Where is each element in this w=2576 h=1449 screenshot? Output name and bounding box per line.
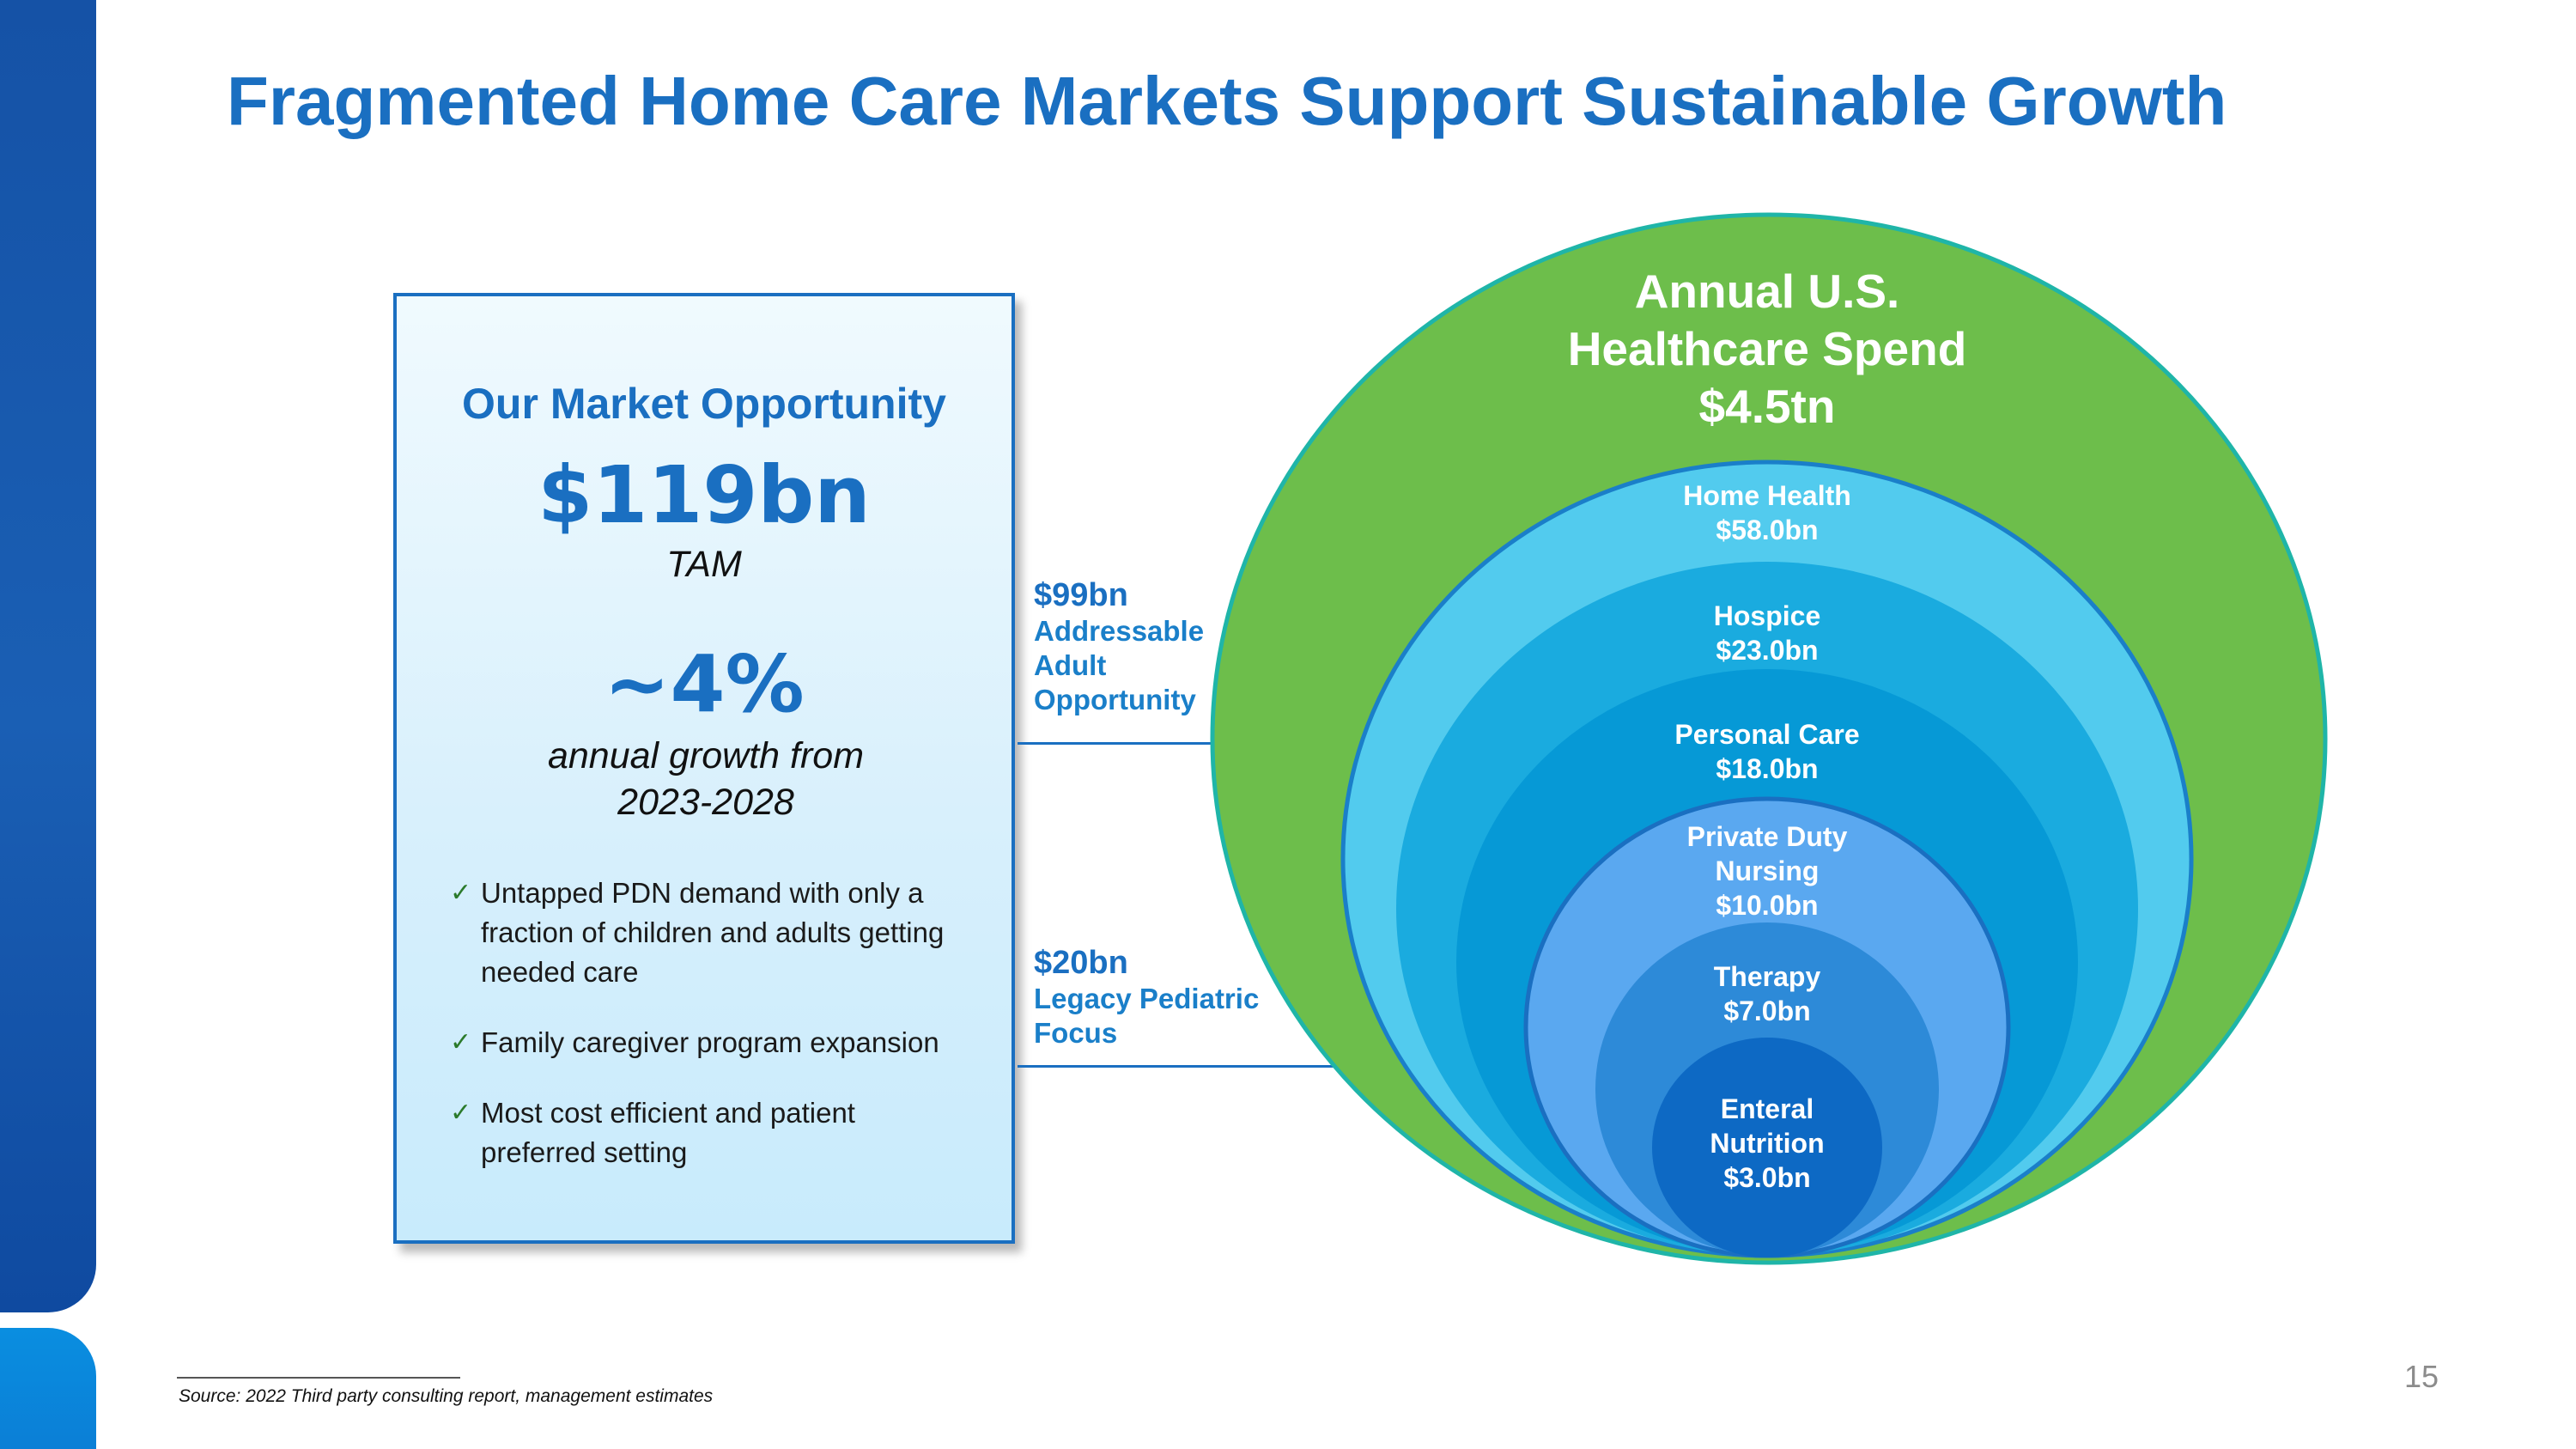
adult-desc-line2: Adult bbox=[1034, 649, 1107, 681]
segment-label: Home Health bbox=[1683, 480, 1851, 511]
spend-line3: $4.5tn bbox=[1699, 380, 1836, 433]
spend-line1: Annual U.S. bbox=[1635, 265, 1900, 318]
spend-line2: Healthcare Spend bbox=[1568, 322, 1967, 375]
bullet-line: preferred setting bbox=[481, 1136, 688, 1168]
source-note: Source: 2022 Third party consulting repo… bbox=[179, 1386, 714, 1406]
bullet-line: Most cost efficient and patient bbox=[481, 1097, 855, 1129]
segment-value: $18.0bn bbox=[1716, 753, 1818, 784]
home-health-circle bbox=[1340, 460, 2194, 1258]
opportunity-bullets: ✓ Untapped PDN demand with only a fracti… bbox=[450, 874, 999, 1203]
bullet-line: needed care bbox=[481, 956, 639, 988]
segment-label: Private Duty bbox=[1687, 821, 1848, 852]
pediatric-desc-line2: Focus bbox=[1034, 1017, 1118, 1049]
check-icon: ✓ bbox=[450, 878, 472, 908]
segment-value: $23.0bn bbox=[1716, 635, 1818, 666]
sidebar-accent-bottom bbox=[0, 1328, 96, 1449]
adult-opportunity-callout: $99bn Addressable Adult Opportunity bbox=[1034, 577, 1204, 717]
segment-value: $3.0bn bbox=[1723, 1162, 1810, 1193]
market-opportunity-box: Our Market Opportunity $119bn TAM ~4% an… bbox=[393, 293, 1015, 1244]
segment-label: Nutrition bbox=[1710, 1128, 1824, 1159]
segment-label: Hospice bbox=[1714, 600, 1820, 631]
pediatric-desc-line1: Legacy Pediatric bbox=[1034, 983, 1260, 1014]
enteral-nutrition-circle bbox=[1652, 1038, 1882, 1257]
bullet-item: ✓ Family caregiver program expansion bbox=[450, 1023, 999, 1062]
adult-amount: $99bn bbox=[1034, 577, 1128, 613]
bullet-item: ✓ Untapped PDN demand with only a fracti… bbox=[450, 874, 999, 992]
adult-desc-line3: Opportunity bbox=[1034, 684, 1196, 715]
growth-label-line1: annual growth from bbox=[547, 735, 865, 776]
tam-label: TAM bbox=[666, 544, 742, 585]
pediatric-amount: $20bn bbox=[1034, 945, 1128, 981]
growth-label: annual growth from 2023-2028 bbox=[465, 733, 946, 825]
personal-care-circle bbox=[1456, 669, 2078, 1255]
slide-title: Fragmented Home Care Markets Support Sus… bbox=[227, 63, 2227, 139]
healthcare-spend-circle bbox=[1210, 212, 2328, 1265]
pediatric-focus-callout: $20bn Legacy Pediatric Focus bbox=[1034, 945, 1259, 1050]
hospice-circle bbox=[1396, 562, 2138, 1256]
bullet-item: ✓ Most cost efficient and patient prefer… bbox=[450, 1093, 999, 1172]
pediatric-connector-dot bbox=[1521, 1059, 1534, 1073]
segment-label: Enteral bbox=[1721, 1093, 1814, 1124]
segment-value: $58.0bn bbox=[1716, 514, 1818, 545]
page-number: 15 bbox=[2404, 1359, 2439, 1394]
bullet-line: Untapped PDN demand with only a bbox=[481, 877, 924, 909]
private-duty-nursing-circle bbox=[1523, 796, 2011, 1258]
check-icon: ✓ bbox=[450, 1027, 472, 1057]
sidebar-accent-top bbox=[0, 0, 96, 1312]
growth-value: ~4% bbox=[604, 638, 805, 730]
segment-value: $10.0bn bbox=[1716, 890, 1818, 921]
source-divider bbox=[177, 1377, 460, 1379]
opportunity-heading: Our Market Opportunity bbox=[462, 380, 946, 428]
segment-value: $7.0bn bbox=[1723, 995, 1810, 1026]
adult-connector-line bbox=[1018, 742, 1364, 745]
tam-value: $119bn bbox=[538, 449, 871, 541]
adult-connector-dot bbox=[1358, 736, 1371, 750]
segment-label: Personal Care bbox=[1674, 719, 1859, 750]
growth-label-line2: 2023-2028 bbox=[617, 782, 794, 823]
segment-label: Nursing bbox=[1716, 855, 1820, 886]
therapy-circle bbox=[1595, 922, 1939, 1256]
bullet-line: Family caregiver program expansion bbox=[481, 1026, 939, 1058]
check-icon: ✓ bbox=[450, 1098, 472, 1128]
pediatric-connector-line bbox=[1018, 1065, 1528, 1068]
adult-desc-line1: Addressable bbox=[1034, 615, 1205, 647]
bullet-line: fraction of children and adults getting bbox=[481, 916, 945, 948]
segment-label: Therapy bbox=[1714, 961, 1821, 992]
